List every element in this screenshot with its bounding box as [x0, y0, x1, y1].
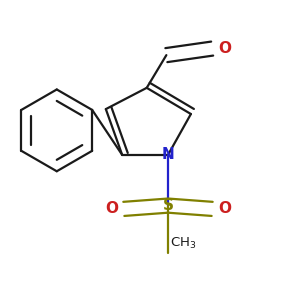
Text: O: O: [105, 201, 118, 216]
Text: O: O: [218, 201, 231, 216]
Text: CH$_3$: CH$_3$: [169, 236, 196, 251]
Text: S: S: [163, 198, 173, 213]
Text: N: N: [162, 147, 174, 162]
Text: O: O: [218, 41, 231, 56]
